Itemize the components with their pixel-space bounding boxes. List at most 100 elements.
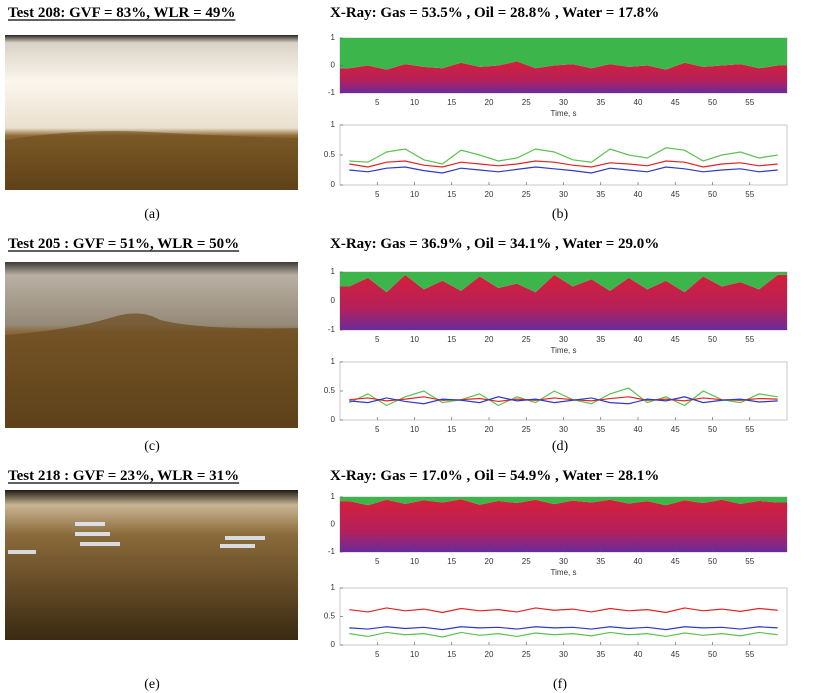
photo-title: Test 208: GVF = 83%, WLR = 49% — [8, 5, 235, 21]
y-tick-label: -1 — [328, 547, 336, 556]
x-tick-label: 5 — [375, 557, 380, 566]
x-tick-label: 10 — [410, 650, 419, 659]
xray-title: X-Ray: Gas = 17.0% , Oil = 54.9% , Water… — [330, 468, 659, 484]
x-tick-label: 35 — [596, 650, 605, 659]
x-tick-label: 20 — [485, 557, 494, 566]
x-tick-label: 35 — [596, 98, 605, 107]
y-tick-label: 1 — [331, 267, 336, 276]
x-tick-label: 20 — [485, 650, 494, 659]
x-tick-label: 15 — [447, 190, 456, 199]
y-tick-label: -1 — [328, 325, 336, 334]
x-tick-label: 35 — [596, 335, 605, 344]
x-tick-label: 25 — [522, 98, 531, 107]
photo-title: Test 218 : GVF = 23%, WLR = 31% — [8, 468, 239, 484]
x-tick-label: 45 — [671, 557, 680, 566]
x-tick-label: 10 — [410, 557, 419, 566]
x-tick-label: 40 — [634, 425, 643, 434]
photo-liquid — [5, 131, 298, 190]
figure: Test 208: GVF = 83%, WLR = 49% X-Ray: Gas… — [0, 0, 818, 693]
x-tick-label: 30 — [559, 650, 568, 659]
x-tick-label: 45 — [671, 335, 680, 344]
x-tick-label: 50 — [708, 557, 717, 566]
photo — [5, 490, 298, 640]
x-tick-label: 55 — [745, 98, 754, 107]
x-tick-label: 15 — [447, 335, 456, 344]
x-tick-label: 5 — [375, 335, 380, 344]
x-tick-label: 40 — [634, 98, 643, 107]
x-tick-label: 10 — [410, 425, 419, 434]
x-tick-label: 20 — [485, 335, 494, 344]
y-tick-label: 0 — [331, 640, 336, 649]
xray-title: X-Ray: Gas = 53.5% , Oil = 28.8% , Water… — [330, 5, 659, 21]
oil-water-area — [340, 499, 787, 552]
plot-area — [340, 588, 787, 645]
x-tick-label: 15 — [447, 650, 456, 659]
x-tick-label: 10 — [410, 335, 419, 344]
y-tick-label: 0.5 — [324, 150, 336, 159]
y-tick-label: 1 — [331, 357, 336, 366]
photo-liquid — [5, 313, 298, 428]
x-tick-label: 40 — [634, 557, 643, 566]
photo-title: Test 205 : GVF = 51%, WLR = 50% — [8, 236, 239, 252]
panel-label: (f) — [553, 677, 567, 692]
y-tick-label: 0 — [331, 415, 336, 424]
y-tick-label: 0 — [331, 61, 336, 70]
x-tick-label: 55 — [745, 190, 754, 199]
x-tick-label: 20 — [485, 425, 494, 434]
x-tick-label: 55 — [745, 425, 754, 434]
y-tick-label: -1 — [328, 88, 336, 97]
x-axis-label: Time, s — [551, 109, 577, 118]
x-tick-label: 20 — [485, 98, 494, 107]
x-tick-label: 45 — [671, 98, 680, 107]
x-tick-label: 25 — [522, 650, 531, 659]
panel-label: (a) — [144, 207, 160, 222]
panel-label: (e) — [144, 677, 160, 692]
x-tick-label: 35 — [596, 425, 605, 434]
x-tick-label: 15 — [447, 557, 456, 566]
oil-water-area — [340, 61, 787, 93]
y-tick-label: 0 — [331, 520, 336, 529]
x-tick-label: 5 — [375, 425, 380, 434]
x-tick-label: 30 — [559, 190, 568, 199]
y-tick-label: 1 — [331, 583, 336, 592]
x-tick-label: 45 — [671, 190, 680, 199]
x-tick-label: 50 — [708, 98, 717, 107]
x-tick-label: 5 — [375, 650, 380, 659]
y-tick-label: 1 — [331, 120, 336, 129]
panel-label: (d) — [552, 439, 569, 454]
x-tick-label: 25 — [522, 557, 531, 566]
x-tick-label: 30 — [559, 335, 568, 344]
x-tick-label: 40 — [634, 650, 643, 659]
x-tick-label: 5 — [375, 98, 380, 107]
x-tick-label: 30 — [559, 557, 568, 566]
x-tick-label: 35 — [596, 557, 605, 566]
y-tick-label: 0 — [331, 180, 336, 189]
x-tick-label: 50 — [708, 650, 717, 659]
plot-area — [340, 362, 787, 420]
y-tick-label: 0.5 — [324, 386, 336, 395]
panel-label: (c) — [144, 439, 160, 454]
y-tick-label: 1 — [331, 492, 336, 501]
x-tick-label: 55 — [745, 335, 754, 344]
x-tick-label: 30 — [559, 425, 568, 434]
x-tick-label: 10 — [410, 190, 419, 199]
y-tick-label: 1 — [331, 33, 336, 42]
x-tick-label: 25 — [522, 425, 531, 434]
x-tick-label: 40 — [634, 335, 643, 344]
xray-title: X-Ray: Gas = 36.9% , Oil = 34.1% , Water… — [330, 236, 659, 252]
x-axis-label: Time, s — [551, 346, 577, 355]
x-tick-label: 15 — [447, 425, 456, 434]
x-tick-label: 25 — [522, 190, 531, 199]
x-tick-label: 55 — [745, 650, 754, 659]
y-tick-label: 0 — [331, 296, 336, 305]
x-axis-label: Time, s — [551, 568, 577, 577]
x-tick-label: 45 — [671, 650, 680, 659]
x-tick-label: 5 — [375, 190, 380, 199]
x-tick-label: 15 — [447, 98, 456, 107]
y-tick-label: 0.5 — [324, 612, 336, 621]
x-tick-label: 10 — [410, 98, 419, 107]
x-tick-label: 50 — [708, 190, 717, 199]
x-tick-label: 50 — [708, 335, 717, 344]
x-tick-label: 30 — [559, 98, 568, 107]
x-tick-label: 35 — [596, 190, 605, 199]
